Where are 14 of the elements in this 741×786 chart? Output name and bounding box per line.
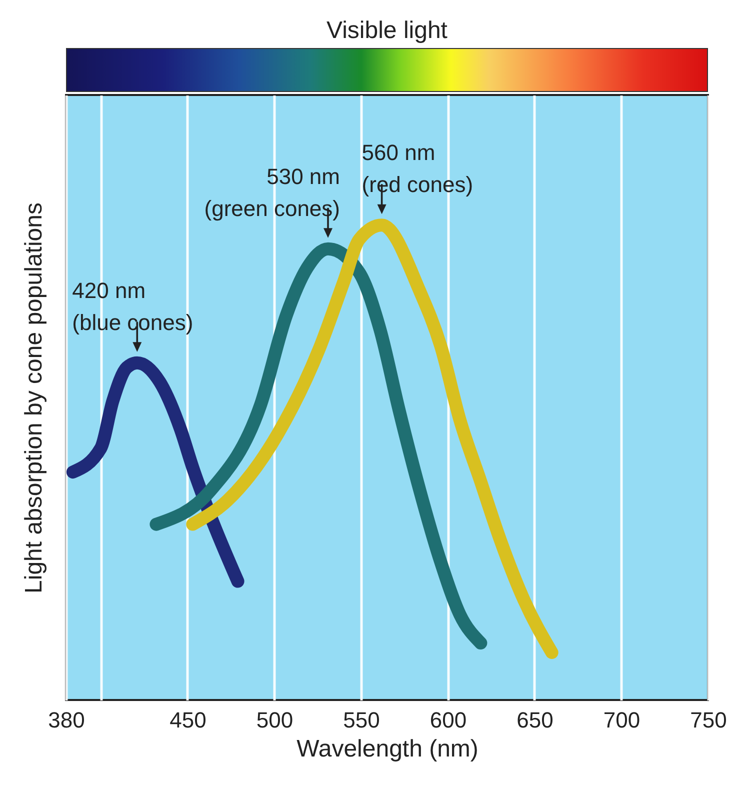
annotation: 530 nm (green cones) — [204, 164, 340, 221]
x-axis-title: Wavelength (nm) — [296, 736, 478, 762]
x-tick-label: 450 — [170, 708, 206, 732]
x-tick-label: 750 — [690, 708, 727, 732]
x-tick-label: 600 — [430, 708, 467, 732]
x-tick-label: 650 — [516, 708, 554, 732]
x-tick-label: 500 — [256, 708, 294, 732]
x-tick-label: 550 — [343, 708, 380, 732]
annotation: 420 nm (blue cones) — [72, 278, 194, 335]
chart-title: Visible light — [326, 17, 448, 44]
x-tick-label: 380 — [48, 708, 85, 732]
x-tick-label: 700 — [603, 708, 640, 732]
y-axis-title: Light absorption by cone populations — [20, 202, 48, 594]
annotation: 560 nm (red cones) — [362, 140, 474, 198]
